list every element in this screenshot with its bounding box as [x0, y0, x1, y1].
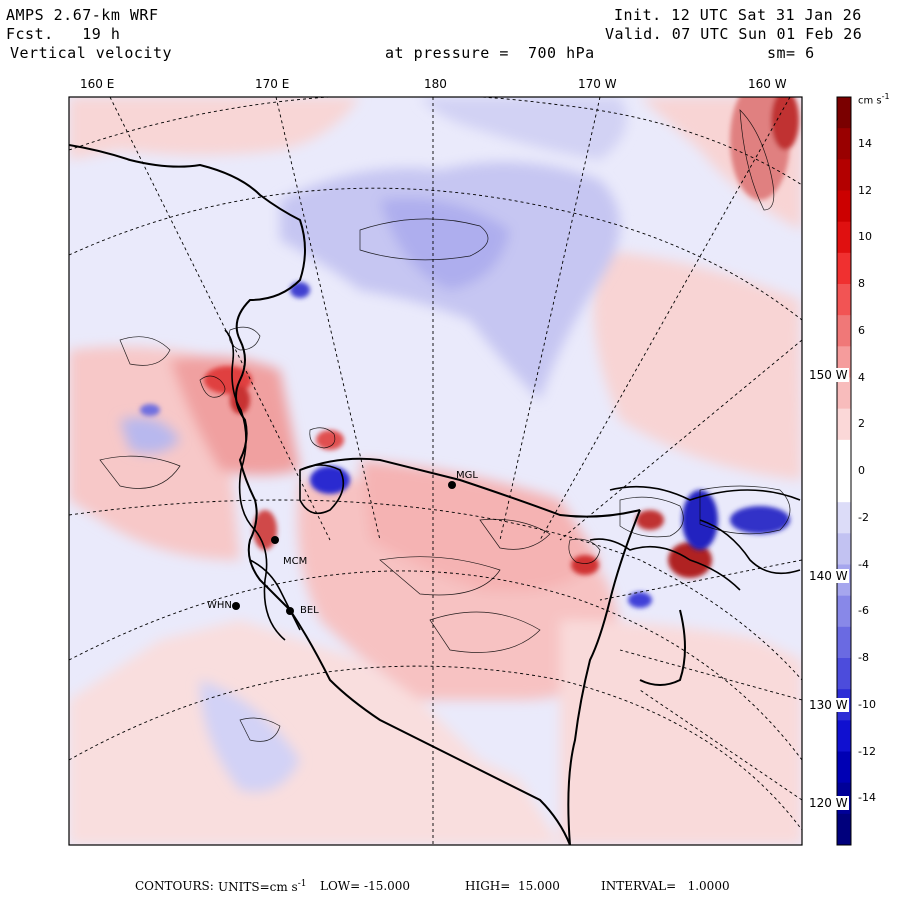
footer-low: LOW= -15.000	[320, 879, 411, 893]
colorbar-swatch	[837, 502, 851, 534]
colorbar-tick-label: 6	[858, 323, 865, 337]
model-title: AMPS 2.67-km WRF	[6, 6, 159, 24]
colorbar-swatch	[837, 439, 851, 472]
colorbar-frame	[836, 96, 852, 846]
footer-units-exp: -1	[297, 879, 307, 889]
colorbar-swatch	[837, 315, 851, 347]
colorbar-tick-label: -10	[858, 697, 876, 711]
forecast-hours: 19 h	[82, 25, 121, 43]
lon-label-180: 180	[424, 77, 447, 91]
station-dot-mcm	[271, 536, 279, 544]
station-label-mcm: MCM	[283, 556, 308, 567]
colorbar-tick-label: -6	[858, 604, 869, 618]
colorbar-tick-label: -4	[858, 557, 869, 571]
colorbar-tick-label: -12	[858, 744, 876, 758]
forecast-label: Fcst.	[6, 25, 54, 43]
station-label-whn: WHN	[207, 600, 232, 611]
smoothing-value: sm= 6	[767, 44, 815, 62]
colorbar-swatch	[837, 471, 851, 503]
colorbar-unit-text: cm s	[858, 95, 882, 107]
station-dot-whn	[232, 602, 240, 610]
lat-label-150w: 150 W	[808, 368, 849, 382]
colorbar	[837, 97, 851, 846]
lon-label-170e: 170 E	[255, 77, 290, 91]
lat-label-120w: 120 W	[808, 796, 849, 810]
station-dot-mgl	[448, 481, 456, 489]
field-name: Vertical velocity	[10, 44, 173, 62]
station-label-mgl: MGL	[456, 470, 478, 481]
lon-label-170w: 170 W	[578, 77, 617, 91]
colorbar-swatch	[837, 252, 851, 285]
colorbar-tick-label: 14	[858, 136, 872, 150]
colorbar-swatch	[837, 128, 851, 160]
colorbar-swatch	[837, 408, 851, 441]
lon-label-160e: 160 E	[80, 77, 115, 91]
colorbar-tick-label: 10	[858, 230, 872, 244]
colorbar-swatch	[837, 221, 851, 254]
footer-units: UNITS=cm s-1	[218, 879, 307, 894]
colorbar-unit-exp: -1	[881, 92, 890, 101]
colorbar-swatch	[837, 595, 851, 628]
lon-label-160w: 160 W	[748, 77, 787, 91]
colorbar-swatch	[837, 658, 851, 690]
pressure-level: at pressure = 700 hPa	[385, 44, 595, 62]
colorbar-swatch	[837, 751, 851, 784]
colorbar-tick-label: -2	[858, 510, 869, 524]
init-time: Init. 12 UTC Sat 31 Jan 26	[614, 6, 862, 24]
colorbar-tick-label: 4	[858, 370, 865, 384]
valid-time: Valid. 07 UTC Sun 01 Feb 26	[605, 25, 863, 43]
lat-label-130w: 130 W	[808, 698, 849, 712]
colorbar-tick-label: 2	[858, 417, 865, 431]
footer-interval: INTERVAL= 1.0000	[601, 879, 730, 893]
colorbar-swatch	[837, 97, 851, 129]
footer-units-text: UNITS=cm s	[218, 880, 298, 894]
colorbar-swatch	[837, 626, 851, 659]
colorbar-swatch	[837, 533, 851, 565]
colorbar-swatch	[837, 284, 851, 316]
colorbar-tick-label: -14	[858, 791, 876, 805]
forecast-line: Fcst. 19 h	[6, 25, 120, 44]
colorbar-tick-label: 8	[858, 277, 865, 290]
footer-contours-label: CONTOURS:	[135, 879, 214, 893]
colorbar-swatch	[837, 159, 851, 191]
footer-high: HIGH= 15.000	[465, 879, 560, 893]
colorbar-swatch	[837, 377, 851, 410]
colorbar-swatch	[837, 720, 851, 752]
colorbar-tick-label: -8	[858, 651, 869, 664]
plot-frame	[68, 96, 803, 846]
colorbar-tick-label: 0	[858, 464, 865, 477]
colorbar-tick-label: 12	[858, 183, 872, 197]
station-dot-bel	[286, 607, 294, 615]
colorbar-unit: cm s-1	[858, 92, 890, 106]
colorbar-swatch	[837, 813, 851, 846]
station-label-bel: BEL	[300, 605, 319, 616]
lat-label-140w: 140 W	[808, 569, 849, 583]
field-layer	[69, 97, 802, 845]
colorbar-swatch	[837, 190, 851, 223]
